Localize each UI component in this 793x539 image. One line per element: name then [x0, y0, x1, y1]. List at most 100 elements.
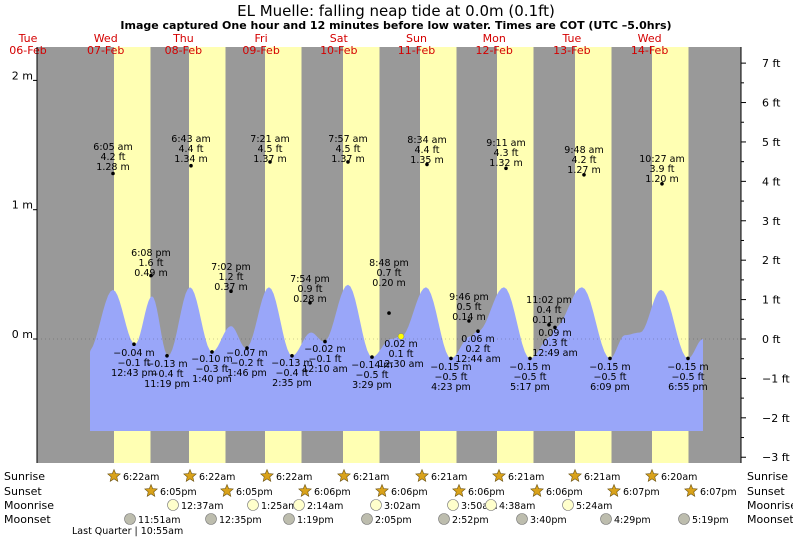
sunset-time: 6:05pm [236, 487, 273, 498]
axes: 2 m 1 m 0 m 7 ft 6 ft 5 ft 4 ft 3 ft 2 ft 1 ft 0 f… [12, 47, 790, 464]
sun-star-icon [415, 468, 429, 482]
tide-time-label: 1:40 pm [192, 374, 232, 385]
day-of-week-label: Wed [94, 32, 118, 45]
sunrise-time: 6:21am [508, 472, 544, 483]
y-tick-label-ft: −3 ft [762, 451, 790, 464]
moonrise-icon [447, 499, 459, 511]
moonrise-row-label-left: Moonrise [4, 499, 54, 512]
tide-height-ft-label: 4.5 ft [335, 144, 360, 155]
y-tick-label-ft: 5 ft [762, 136, 781, 149]
moonrise-icon [562, 499, 574, 511]
sunrise-time: 6:21am [353, 472, 389, 483]
moonrise-icon [293, 499, 305, 511]
tide-height-m-label: 0.02 m [384, 339, 417, 350]
tide-time-label: 4:23 pm [431, 382, 471, 393]
tide-height-m-label: −0.15 m [430, 362, 471, 373]
date-label: 08-Feb [165, 44, 202, 57]
high-tide-point [660, 182, 664, 186]
sunset-time: 6:06pm [314, 487, 351, 498]
tide-height-ft-label: 1.6 ft [138, 258, 163, 269]
tide-height-ft-label: −0.1 ft [309, 354, 342, 365]
tide-height-m-label: 0.37 m [214, 282, 247, 293]
low-tide-point [370, 355, 374, 359]
tide-height-ft-label: 1.2 ft [218, 272, 243, 283]
day-labels: Tue06-FebWed07-FebThu08-FebFri09-FebSat1… [9, 32, 668, 57]
tide-height-m-label: 1.34 m [174, 154, 207, 165]
sun-star-icon [492, 468, 506, 482]
high-tide-point [268, 160, 272, 164]
sun-star-icon [645, 468, 659, 482]
tide-height-m-label: 1.20 m [645, 174, 678, 185]
sunrise-time: 6:22am [276, 472, 312, 483]
tide-height-m-label: −0.04 m [113, 348, 154, 359]
tide-height-ft-label: −0.5 ft [594, 372, 627, 383]
sunrise-time: 6:21am [431, 472, 467, 483]
tide-time-label: 11:19 pm [144, 379, 190, 390]
tide-height-ft-label: −0.5 ft [514, 372, 547, 383]
tide-height-ft-label: −0.5 ft [672, 372, 705, 383]
tide-height-ft-label: 0.3 ft [542, 338, 567, 349]
tide-height-m-label: −0.13 m [146, 359, 187, 370]
day-of-week-label: Wed [638, 32, 662, 45]
sunrise-row-label-right: Sunrise [747, 470, 788, 483]
tide-height-m-label: −0.02 m [304, 344, 345, 355]
moonrise-icon [247, 499, 259, 511]
tide-height-ft-label: 4.4 ft [414, 145, 439, 156]
moonset-icon [600, 513, 612, 525]
moonset-icon [124, 513, 136, 525]
sun-star-icon [298, 483, 312, 497]
y-tick-label-ft: 0 ft [762, 333, 781, 346]
date-label: 09-Feb [242, 44, 279, 57]
tide-height-m-label: −0.07 m [226, 348, 267, 359]
moon-phase-note: Last Quarter | 10:55am [72, 526, 183, 537]
tide-height-m-label: −0.15 m [667, 362, 708, 373]
tide-height-m-label: 1.32 m [489, 158, 522, 169]
moonset-icon [283, 513, 295, 525]
moonset-time: 11:51am [138, 515, 180, 526]
high-tide-point [189, 163, 193, 168]
tide-water-area [90, 284, 703, 431]
sunrise-row-label-left: Sunrise [4, 470, 45, 483]
tide-height-m-label: −0.15 m [509, 362, 550, 373]
y-tick-label-ft: 4 ft [762, 175, 781, 188]
tide-height-ft-label: 4.2 ft [571, 155, 596, 166]
high-tide-point [467, 319, 471, 323]
sunrise-time: 6:20am [661, 472, 697, 483]
tide-time-label: 2:35 pm [272, 378, 312, 389]
tide-time-label: 7:02 pm [211, 262, 251, 273]
sunset-time: 6:06pm [391, 487, 428, 498]
tide-height-ft-label: −0.4 ft [151, 369, 184, 380]
sun-star-icon [144, 483, 158, 497]
y-tick-label-ft: 2 ft [762, 254, 781, 267]
high-tide-point [504, 166, 508, 171]
tide-height-ft-label: 4.2 ft [100, 152, 125, 163]
sun-star-icon [183, 468, 197, 482]
sun-star-icon [568, 468, 582, 482]
sunrise-time: 6:22am [199, 472, 235, 483]
sunset-time: 6:07pm [700, 487, 737, 498]
low-tide-point [528, 356, 532, 361]
sunset-row-label-right: Sunset [747, 485, 785, 498]
y-tick-label-ft: −1 ft [762, 372, 790, 385]
tide-height-ft-label: 4.3 ft [493, 148, 518, 159]
moonrise-icon [167, 499, 179, 511]
tide-time-label: 5:17 pm [510, 382, 550, 393]
tide-height-ft-label: −0.5 ft [435, 372, 468, 383]
moonrise-time: 3:50am [461, 501, 497, 512]
high-tide-point [582, 173, 586, 177]
tide-time-label: 6:08 pm [131, 248, 171, 259]
sun-star-icon [452, 483, 466, 497]
tide-time-label: 12:44 am [455, 354, 500, 365]
tide-height-ft-label: −0.5 ft [356, 370, 389, 381]
tide-time-label: 8:48 pm [369, 258, 409, 269]
moonrise-icon [485, 499, 497, 511]
high-tide-point [425, 162, 429, 167]
y-tick-label-ft: 7 ft [762, 57, 781, 70]
tide-time-label: 7:21 am [250, 134, 289, 145]
sunrise-time: 6:22am [123, 472, 159, 483]
y-tick-label-m: 0 m [12, 328, 33, 341]
tide-time-label: 8:34 am [407, 135, 446, 146]
tide-height-ft-label: 4.5 ft [257, 144, 282, 155]
